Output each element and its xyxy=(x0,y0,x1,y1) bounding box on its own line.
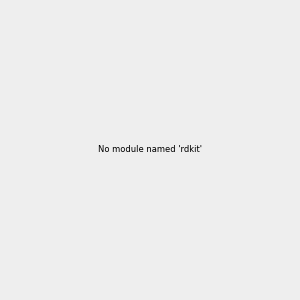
Text: No module named 'rdkit': No module named 'rdkit' xyxy=(98,146,202,154)
